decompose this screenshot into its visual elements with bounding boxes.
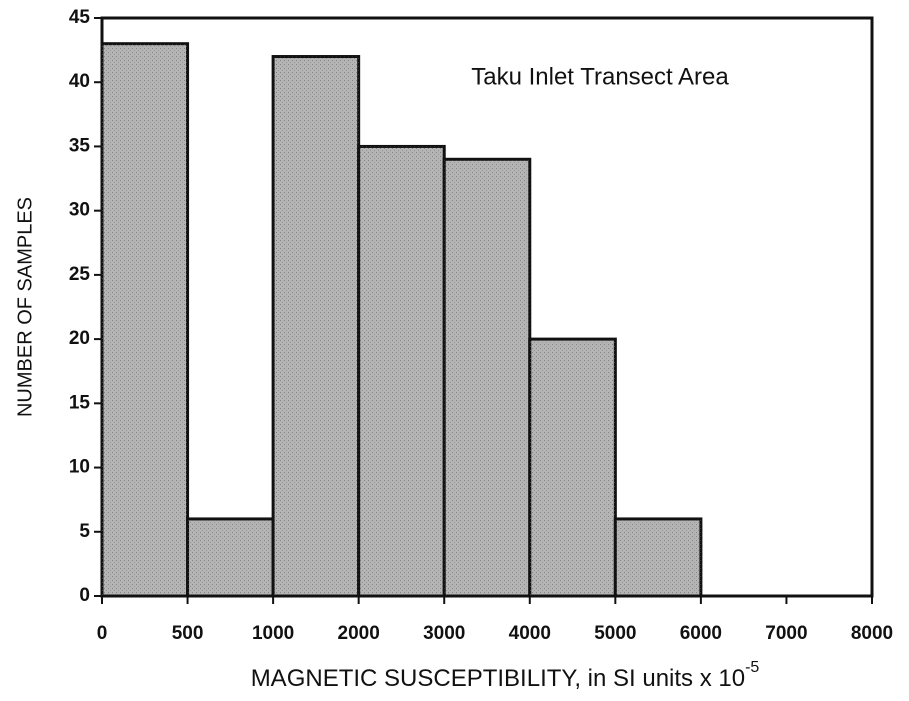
y-axis-label: NUMBER OF SAMPLES <box>14 197 36 417</box>
y-tick-label: 45 <box>69 7 91 28</box>
x-axis-label: MAGNETIC SUSCEPTIBILITY, in SI units x 1… <box>251 659 760 692</box>
bar-texture <box>102 43 188 596</box>
x-tick-label: 7000 <box>765 623 807 644</box>
x-tick-label: 0 <box>97 623 108 644</box>
x-tick-label: 5000 <box>594 623 636 644</box>
y-tick-label: 15 <box>69 392 91 413</box>
x-tick-label: 4000 <box>509 623 551 644</box>
y-tick-label: 25 <box>69 264 91 285</box>
x-tick-label: 1000 <box>252 623 294 644</box>
bar-texture <box>358 146 445 596</box>
x-tick-label: 3000 <box>423 623 465 644</box>
y-tick-label: 30 <box>69 200 90 221</box>
y-tick-label: 5 <box>79 521 90 542</box>
annotation: Taku Inlet Transect Area <box>471 63 729 90</box>
bar-texture <box>444 159 530 597</box>
y-tick-label: 40 <box>69 71 90 92</box>
y-tick-label: 0 <box>79 585 90 606</box>
bar-texture <box>187 518 274 596</box>
x-tick-label: 6000 <box>680 623 722 644</box>
bar-texture <box>529 339 616 596</box>
x-tick-label: 8000 <box>851 623 893 644</box>
x-tick-label: 2000 <box>338 623 380 644</box>
bar-texture <box>615 518 701 596</box>
x-tick-label: 500 <box>172 623 204 644</box>
y-tick-label: 20 <box>69 328 90 349</box>
y-tick-label: 10 <box>69 457 90 478</box>
y-tick-label: 35 <box>69 135 91 156</box>
bar-texture <box>273 56 359 597</box>
